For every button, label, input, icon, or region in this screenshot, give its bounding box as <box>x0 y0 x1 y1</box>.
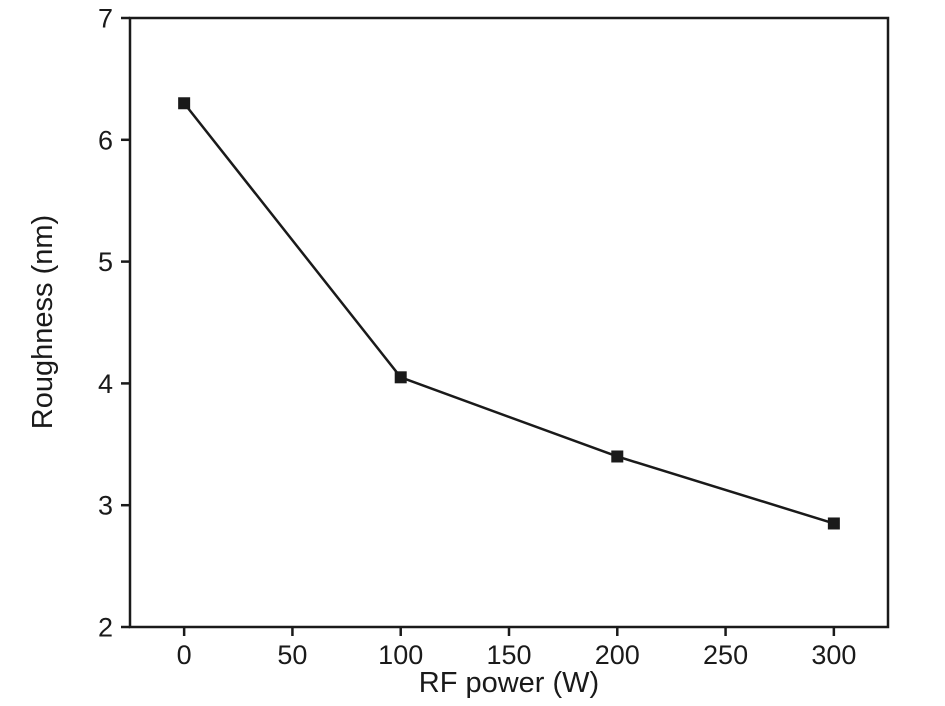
x-tick-label: 300 <box>811 640 856 670</box>
x-tick-label: 250 <box>703 640 748 670</box>
data-point <box>178 97 191 110</box>
y-tick-label: 7 <box>98 4 113 34</box>
data-point <box>827 517 840 530</box>
data-point <box>611 450 624 463</box>
y-tick-label: 4 <box>98 369 113 399</box>
y-tick-label: 2 <box>98 613 113 643</box>
x-axis-label: RF power (W) <box>419 667 599 699</box>
axes-box <box>128 16 890 629</box>
y-tick-label: 3 <box>98 491 113 521</box>
plot-area: 0 50 100 150 200 250 300 2 3 4 5 6 7 <box>98 4 890 670</box>
x-tick-label: 50 <box>277 640 307 670</box>
x-tick-label: 200 <box>595 640 640 670</box>
y-tick-label: 6 <box>98 125 113 155</box>
data-point <box>394 371 407 384</box>
x-tick-label: 0 <box>177 640 192 670</box>
series-line <box>183 102 835 525</box>
y-tick-label: 5 <box>98 247 113 277</box>
x-tick-label: 100 <box>378 640 423 670</box>
y-axis-label: Roughness (nm) <box>27 215 59 429</box>
x-tick-label: 150 <box>486 640 531 670</box>
